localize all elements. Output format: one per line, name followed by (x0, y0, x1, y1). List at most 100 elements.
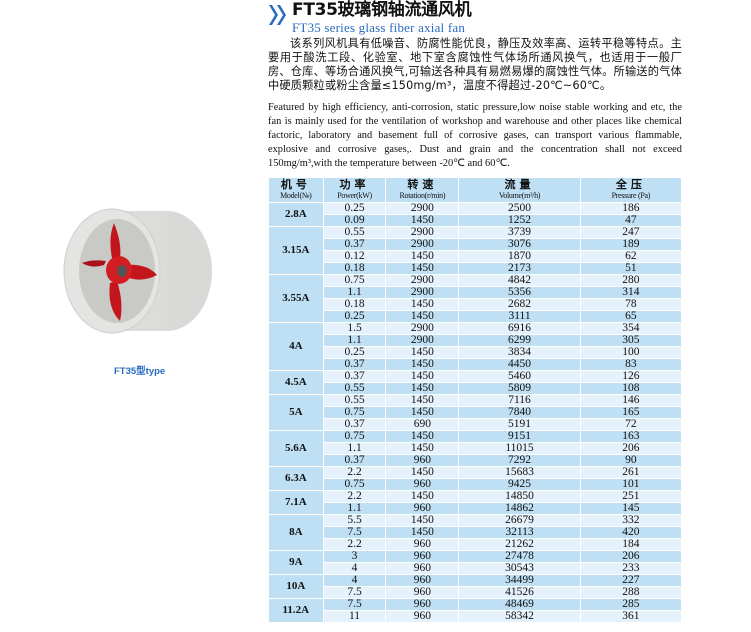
cell-power: 0.18 (323, 298, 386, 310)
cell-volume: 1252 (459, 214, 580, 226)
table-row: 4.5A 0.37 1450 5460 126 (269, 370, 681, 394)
cell-pressure: 101 (580, 478, 681, 490)
cell-model: 4.5A (269, 371, 323, 394)
table-row: 4A 1.5 2900 6916 354 (269, 322, 681, 370)
cell-pressure: 354 (580, 322, 681, 334)
table-row: 5.6A 0.75 1450 9151 163 (269, 430, 681, 466)
fan-product-image (63, 208, 212, 334)
description-english: Featured by high efficiency, anti-corros… (268, 102, 682, 169)
cell-rotation: 960 (386, 454, 459, 466)
cell-rotation: 1450 (386, 370, 459, 382)
cell-volume: 41526 (459, 586, 580, 598)
cell-pressure: 163 (580, 430, 681, 442)
table-row: 2.8A 0.25 2900 2500 186 (269, 202, 681, 226)
cell-pressure: 146 (580, 394, 681, 406)
table-row: 0.75 1450 7840 165 (269, 406, 681, 418)
cell-volume: 7292 (459, 454, 580, 466)
table-row: 6.3A 2.2 1450 15683 261 (269, 466, 681, 490)
cell-rotation: 1450 (386, 490, 459, 502)
cell-pressure: 186 (580, 202, 681, 214)
cell-rotation: 1450 (386, 430, 459, 442)
cell-volume: 7840 (459, 406, 580, 418)
cell-volume: 5356 (459, 286, 580, 298)
cell-power: 1.1 (323, 286, 386, 298)
cell-rotation: 2900 (386, 202, 459, 214)
table-row: 1.1 2900 5356 314 (269, 286, 681, 298)
cell-power: 0.37 (323, 238, 386, 250)
cell-rotation: 2900 (386, 334, 459, 346)
cell-model: 11.2A (269, 599, 323, 622)
cell-volume: 11015 (459, 442, 580, 454)
cell-model: 4A (269, 323, 323, 370)
cell-power: 4 (323, 574, 386, 586)
cell-power: 7.5 (323, 526, 386, 538)
cell-rotation: 960 (386, 550, 459, 562)
cell-volume: 27478 (459, 550, 580, 562)
cell-pressure: 206 (580, 442, 681, 454)
cell-volume: 34499 (459, 574, 580, 586)
cell-volume: 2500 (459, 202, 580, 214)
cell-rotation: 1450 (386, 262, 459, 274)
cell-power: 1.5 (323, 322, 386, 334)
cell-power: 7.5 (323, 598, 386, 610)
cell-volume: 5191 (459, 418, 580, 430)
table-row: 0.75 960 9425 101 (269, 478, 681, 490)
cell-power: 3 (323, 550, 386, 562)
page-title: FT35玻璃钢轴流通风机 (292, 0, 472, 20)
table-row: 0.37 690 5191 72 (269, 418, 681, 430)
table-row: 0.37 2900 3076 189 (269, 238, 681, 250)
cell-volume: 21262 (459, 538, 580, 550)
cell-volume: 5809 (459, 382, 580, 394)
cell-rotation: 1450 (386, 466, 459, 478)
header-rotation: 转速 Rotation(r/min) (386, 178, 459, 202)
cell-pressure: 184 (580, 538, 681, 550)
header-pressure: 全压 Pressure (Pa) (580, 178, 681, 202)
cell-pressure: 108 (580, 382, 681, 394)
table-row: 0.37 960 7292 90 (269, 454, 681, 466)
table-row: 7.5 1450 32113 420 (269, 526, 681, 538)
table-row: 11.2A 7.5 960 48469 285 (269, 598, 681, 622)
cell-rotation: 1450 (386, 526, 459, 538)
cell-volume: 2682 (459, 298, 580, 310)
header-volume: 流量 Volume(m³/h) (459, 178, 580, 202)
cell-rotation: 960 (386, 574, 459, 586)
double-chevron-icon (269, 5, 286, 25)
cell-rotation: 2900 (386, 322, 459, 334)
cell-power: 0.12 (323, 250, 386, 262)
cell-model: 9A (269, 551, 323, 574)
table-row: 4 960 30543 233 (269, 562, 681, 574)
cell-power: 0.37 (323, 358, 386, 370)
table-row: 1.1 2900 6299 305 (269, 334, 681, 346)
cell-pressure: 206 (580, 550, 681, 562)
cell-power: 0.75 (323, 478, 386, 490)
cell-pressure: 420 (580, 526, 681, 538)
cell-power: 0.37 (323, 454, 386, 466)
cell-pressure: 233 (580, 562, 681, 574)
cell-volume: 58342 (459, 610, 580, 622)
header-model: 机号 Model(№) (269, 178, 323, 202)
cell-power: 0.25 (323, 310, 386, 322)
cell-volume: 7116 (459, 394, 580, 406)
cell-pressure: 72 (580, 418, 681, 430)
cell-pressure: 65 (580, 310, 681, 322)
cell-power: 0.55 (323, 394, 386, 406)
cell-power: 1.1 (323, 442, 386, 454)
cell-volume: 14862 (459, 502, 580, 514)
cell-power: 1.1 (323, 502, 386, 514)
cell-model: 8A (269, 515, 323, 550)
cell-pressure: 314 (580, 286, 681, 298)
cell-power: 0.25 (323, 346, 386, 358)
cell-power: 0.18 (323, 262, 386, 274)
cell-volume: 3111 (459, 310, 580, 322)
content-column: FT35玻璃钢轴流通风机 FT35 series glass fiber axi… (268, 0, 682, 623)
cell-rotation: 1450 (386, 346, 459, 358)
table-row: 0.55 1450 5809 108 (269, 382, 681, 394)
cell-power: 4 (323, 562, 386, 574)
table-row: 0.09 1450 1252 47 (269, 214, 681, 226)
cell-model: 6.3A (269, 467, 323, 490)
cell-pressure: 361 (580, 610, 681, 622)
cell-power: 0.37 (323, 418, 386, 430)
cell-rotation: 1450 (386, 514, 459, 526)
cell-pressure: 280 (580, 274, 681, 286)
cell-model: 7.1A (269, 491, 323, 514)
